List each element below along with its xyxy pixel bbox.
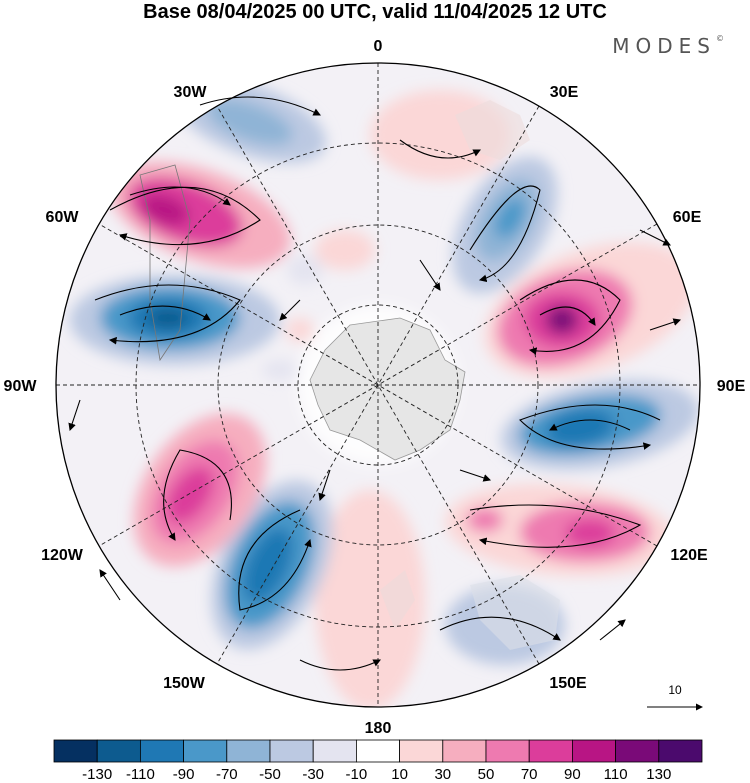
colorbar-label: 10 [391,766,408,783]
brand-mark: © [716,34,724,43]
colorbar-swatch [53,739,98,763]
wind-vectors [68,96,682,671]
colorbar-label: -130 [82,766,112,783]
colorbar-label: 130 [646,766,671,783]
colorbar-label: -90 [173,766,195,783]
colorbar-label: -70 [216,766,238,783]
colorbar-swatch [615,739,660,763]
south-america-coast [139,164,191,362]
lon-label-60w: 60W [46,209,80,226]
lon-label-0: 0 [374,38,383,55]
colorbar-swatch [399,739,444,763]
colorbar-swatch [226,739,271,763]
colorbar-label: -30 [302,766,324,783]
lon-label-90e: 90E [717,378,746,395]
colorbar-label: -50 [259,766,281,783]
lon-label-150e: 150E [549,675,587,692]
lon-label-120e: 120E [670,547,708,564]
lon-label-30e: 30E [550,84,579,101]
colorbar-label: -10 [346,766,368,783]
colorbar-swatch [485,739,530,763]
colorbar-swatch [658,739,703,763]
colorbar-label: -110 [126,766,155,783]
colorbar-label: 110 [604,766,628,783]
colorbar-label: 50 [478,766,495,783]
map-title: Base 08/04/2025 00 UTC, valid 11/04/2025… [143,1,607,23]
lon-label-180: 180 [365,720,392,737]
brand-logo: MODES© [612,34,724,58]
reference-vector: 10 [647,683,703,711]
australia-landmass [470,575,560,650]
colorbar-swatch [96,739,141,763]
colorbar-label: 70 [521,766,538,783]
antarctica-landmass [309,317,466,461]
reference-vector-label: 10 [668,683,682,697]
brand-name: MODES [612,34,716,58]
lon-label-150w: 150W [163,675,206,692]
colorbar-swatch [183,739,228,763]
colorbar-swatch [355,739,400,763]
colorbar-label: 90 [564,766,581,783]
colorbar-label: 30 [434,766,451,783]
colorbar-swatch [442,739,487,763]
colorbar-swatch [312,739,357,763]
map-border [55,62,701,708]
colorbar: -130 -110 -90 -70 -50 -30 -10 10 30 50 70 90 110 130 [53,739,703,783]
colorbar-swatch [528,739,573,763]
lon-label-90w: 90W [4,378,38,395]
lon-label-60e: 60E [673,209,702,226]
colorbar-swatch [139,739,184,763]
africa-landmass [455,100,530,160]
lon-label-30w: 30W [174,84,208,101]
lon-label-120w: 120W [41,547,84,564]
colorbar-swatch [572,739,617,763]
new-zealand-landmass [380,570,415,630]
colorbar-swatch [269,739,314,763]
graticule [56,63,700,707]
